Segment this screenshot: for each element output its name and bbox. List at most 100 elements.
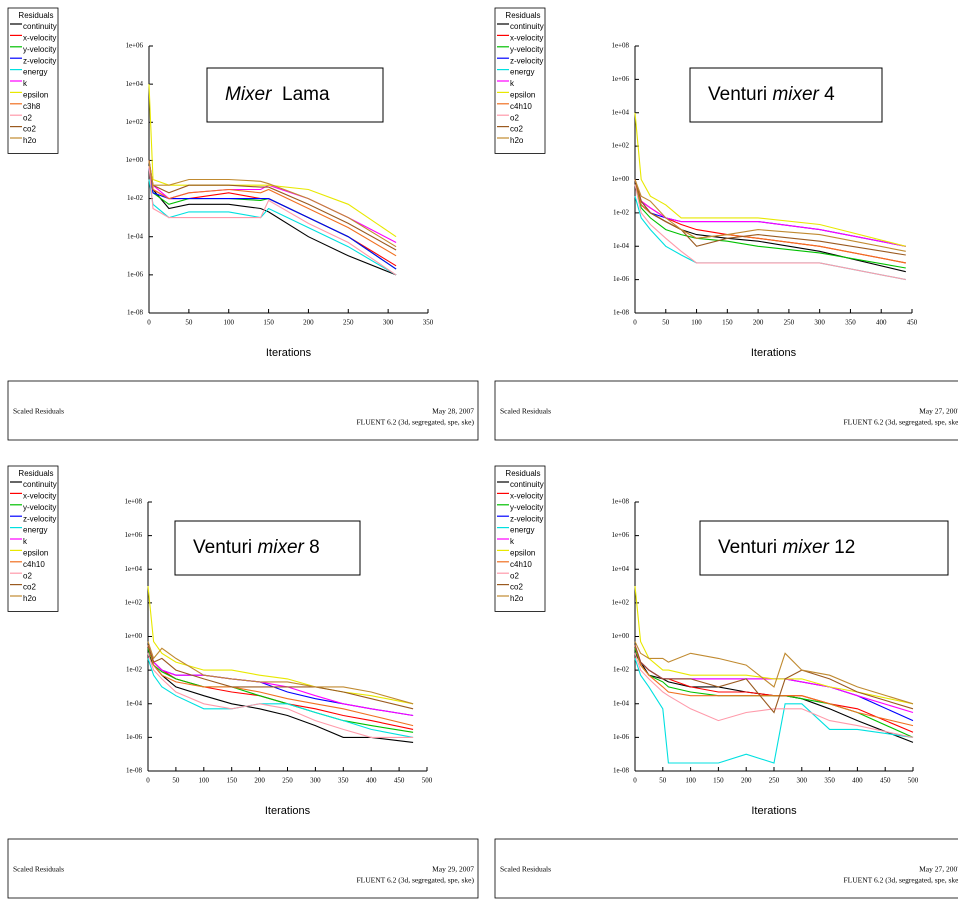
residual-line <box>634 184 906 281</box>
y-tick-label: 1e+08 <box>611 42 629 50</box>
x-tick-label: 0 <box>146 777 150 785</box>
y-tick-label: 1e-04 <box>613 242 629 250</box>
residual-line <box>634 658 914 764</box>
x-axis-label: Iterations <box>751 347 797 359</box>
annotation-part: 12 <box>829 537 855 558</box>
residual-line <box>634 179 906 247</box>
footer-date: May 28, 2007 <box>432 407 474 416</box>
y-tick-label: 1e+02 <box>125 118 143 126</box>
annotation-box <box>699 520 949 576</box>
x-tick-label: 100 <box>691 319 702 327</box>
legend-label: epsilon <box>23 91 48 100</box>
legend-label: z-velocity <box>510 514 543 523</box>
annotation-part: Lama <box>271 84 330 105</box>
y-tick-label: 1e-08 <box>613 309 629 317</box>
y-tick-label: 1e+02 <box>611 142 629 150</box>
legend-label: o2 <box>510 571 519 580</box>
y-tick-label: 1e+02 <box>124 598 142 606</box>
annotation-part: Venturi <box>193 537 257 558</box>
x-tick-label: 50 <box>659 777 667 785</box>
annotation-box <box>206 67 384 123</box>
legend-label: y-velocity <box>23 503 56 512</box>
legend-label: h2o <box>510 136 524 145</box>
footer-date: May 27, 2007 <box>919 407 958 416</box>
residual-line <box>148 160 397 251</box>
legend-label: k <box>23 79 28 88</box>
legend-label: k <box>23 537 28 546</box>
x-tick-label: 250 <box>282 777 293 785</box>
x-tick-label: 0 <box>147 319 151 327</box>
legend-label: continuity <box>510 480 544 489</box>
footer-solver: FLUENT 6.2 (3d, segregated, spe, ske) <box>356 876 474 885</box>
footer-box <box>7 380 479 441</box>
legend-label: continuity <box>23 22 57 31</box>
legend-label: k <box>510 79 515 88</box>
residual-line <box>634 586 914 705</box>
legend-title: Residuals <box>505 469 540 478</box>
y-tick-label: 1e-02 <box>127 194 143 202</box>
residual-line <box>148 166 397 276</box>
x-axis-label: Iterations <box>751 805 797 817</box>
legend-label: energy <box>23 68 47 77</box>
y-tick-label: 1e-04 <box>127 232 143 240</box>
y-tick-label: 1e-08 <box>126 767 142 775</box>
footer-box <box>494 838 958 899</box>
legend-label: co2 <box>510 125 523 134</box>
legend-label: x-velocity <box>23 492 56 501</box>
y-tick-label: 1e+04 <box>611 108 629 116</box>
annotation: Venturi mixer 12 <box>718 537 855 558</box>
footer-box <box>494 380 958 441</box>
footer-left: Scaled Residuals <box>500 407 551 416</box>
y-tick-label: 1e-02 <box>126 666 142 674</box>
legend-title: Residuals <box>18 11 53 20</box>
y-tick-label: 1e+08 <box>124 498 142 506</box>
y-tick-label: 1e+08 <box>611 498 629 506</box>
x-tick-label: 500 <box>908 777 919 785</box>
x-tick-label: 300 <box>797 777 808 785</box>
annotation-part: mixer <box>772 84 819 105</box>
y-tick-label: 1e-04 <box>613 699 629 707</box>
legend-label: z-velocity <box>23 514 56 523</box>
x-tick-label: 150 <box>722 319 733 327</box>
y-tick-label: 1e-06 <box>613 275 629 283</box>
legend-label: y-velocity <box>510 45 543 54</box>
residual-line <box>147 641 414 705</box>
residual-line <box>148 166 397 267</box>
y-tick-label: 1e-06 <box>127 270 143 278</box>
y-tick-label: 1e+04 <box>611 565 629 573</box>
x-tick-label: 150 <box>713 777 724 785</box>
residual-line <box>148 160 397 243</box>
residual-line <box>634 645 914 727</box>
x-tick-label: 400 <box>366 777 377 785</box>
legend-label: energy <box>23 526 47 535</box>
x-tick-label: 500 <box>422 777 433 785</box>
legend-label: h2o <box>23 594 37 603</box>
legend-label: c3h8 <box>23 102 41 111</box>
residual-line <box>147 653 414 743</box>
footer-solver: FLUENT 6.2 (3d, segregated, spe, ske) <box>843 418 958 427</box>
residual-line <box>147 645 414 717</box>
legend-title: Residuals <box>18 469 53 478</box>
legend-label: x-velocity <box>510 492 543 501</box>
y-tick-label: 1e-08 <box>127 309 143 317</box>
annotation: Venturi mixer 8 <box>193 537 320 558</box>
legend-label: h2o <box>23 136 37 145</box>
footer-box <box>7 838 479 899</box>
x-tick-label: 400 <box>852 777 863 785</box>
legend-label: k <box>510 537 515 546</box>
annotation: Mixer Lama <box>225 84 330 105</box>
annotation-box <box>174 520 361 576</box>
x-axis-label: Iterations <box>266 347 312 359</box>
residual-line <box>634 184 906 269</box>
residual-line <box>148 160 397 248</box>
x-tick-label: 350 <box>338 777 349 785</box>
annotation-part: 8 <box>304 537 320 558</box>
legend-label: energy <box>510 68 534 77</box>
residual-line <box>148 160 397 257</box>
residual-line <box>147 645 414 717</box>
residual-line <box>634 179 906 264</box>
legend-label: o2 <box>510 113 519 122</box>
legend-label: y-velocity <box>510 503 543 512</box>
legend-label: epsilon <box>23 549 48 558</box>
